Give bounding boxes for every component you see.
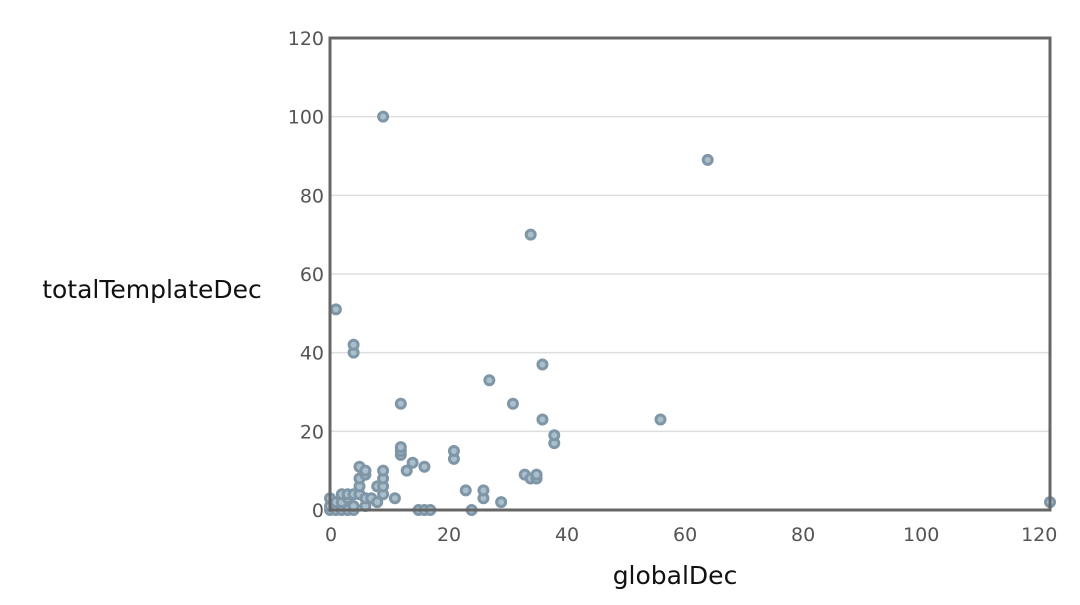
data-point	[447, 445, 460, 457]
x-tick-label: 80	[791, 524, 815, 546]
y-tick-label: 80	[300, 185, 324, 207]
y-tick-label: 40	[300, 343, 324, 365]
data-point	[459, 484, 472, 497]
data-point	[506, 397, 519, 410]
data-point	[418, 460, 431, 473]
plot-frame	[328, 36, 1052, 512]
y-tick-label: 60	[300, 264, 324, 286]
data-point	[406, 456, 419, 469]
x-tick-label: 40	[555, 524, 579, 546]
x-tick-label: 100	[903, 524, 939, 546]
data-point	[536, 413, 549, 426]
y-axis-title: totalTemplateDec	[42, 275, 262, 304]
y-axis-ticks: 0 20 40 60 80 100 120	[288, 28, 324, 522]
y-tick-label: 120	[288, 28, 324, 50]
y-tick-label: 20	[300, 421, 324, 443]
data-point	[329, 303, 342, 316]
x-axis-title: globalDec	[613, 561, 738, 590]
data-point	[394, 441, 407, 454]
data-point	[377, 110, 390, 123]
data-point	[495, 496, 508, 509]
data-point	[388, 492, 401, 505]
gridlines	[330, 115, 1050, 433]
data-point	[483, 374, 496, 387]
y-tick-label: 100	[288, 107, 324, 129]
x-tick-label: 60	[673, 524, 697, 546]
data-point	[400, 464, 413, 477]
data-point	[654, 413, 667, 426]
data-point	[701, 153, 714, 166]
data-points	[324, 110, 1056, 516]
y-tick-label: 0	[312, 500, 324, 522]
data-point	[548, 429, 561, 442]
data-point	[377, 464, 390, 477]
data-point	[394, 397, 407, 410]
data-point	[530, 468, 543, 481]
data-point	[371, 496, 384, 509]
data-point	[477, 484, 490, 497]
x-tick-label: 120	[1021, 524, 1057, 546]
data-point	[536, 358, 549, 371]
x-tick-label: 20	[437, 524, 461, 546]
x-axis-ticks: 0 20 40 60 80 100 120	[325, 524, 1057, 546]
data-point	[359, 464, 372, 477]
x-tick-label: 0	[325, 524, 337, 546]
data-point	[347, 338, 360, 351]
data-point	[524, 228, 537, 241]
